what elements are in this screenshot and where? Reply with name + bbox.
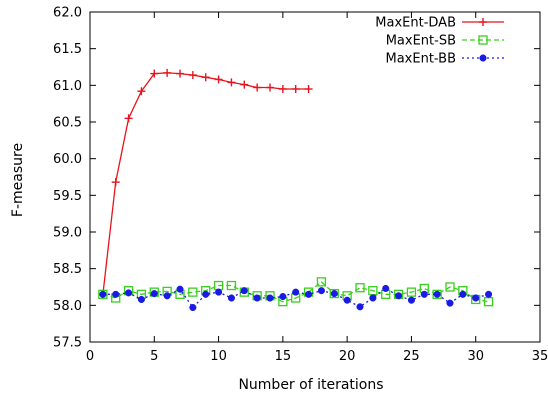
data-point-maxent-bb xyxy=(382,284,390,293)
data-point-maxent-sb xyxy=(188,287,198,297)
series-line-maxent-sb xyxy=(102,281,489,303)
y-axis-label: F-measure xyxy=(10,143,26,217)
data-point-maxent-bb xyxy=(485,290,493,298)
axis-ticks xyxy=(89,11,541,343)
data-point-maxent-bb xyxy=(356,303,364,311)
data-point-maxent-bb xyxy=(292,288,300,296)
data-point-maxent-dab xyxy=(124,114,133,123)
x-tick-label: 15 xyxy=(275,349,292,364)
data-point-maxent-dab xyxy=(188,71,197,80)
data-point-maxent-bb xyxy=(150,290,158,298)
data-point-maxent-bb xyxy=(112,290,120,298)
data-point-maxent-bb xyxy=(266,294,274,302)
legend-label: MaxEnt-BB xyxy=(386,52,457,67)
data-point-maxent-bb xyxy=(446,299,454,307)
legend-item-maxent-bb: MaxEnt-BB xyxy=(386,52,504,67)
y-tick-label: 61.5 xyxy=(53,42,82,57)
y-tick-label: 60.5 xyxy=(53,116,82,131)
data-point-maxent-sb xyxy=(98,289,108,299)
data-point-maxent-dab xyxy=(227,78,236,87)
data-point-maxent-dab xyxy=(214,75,223,84)
plot-border xyxy=(89,11,541,343)
x-axis-label: Number of iterations xyxy=(238,377,383,393)
plot-frame xyxy=(89,11,541,343)
data-point-maxent-sb xyxy=(226,280,237,291)
data-point-maxent-bb xyxy=(99,290,107,298)
y-tick-label: 57.5 xyxy=(53,336,82,351)
x-tick-labels: 0 5 10 15 20 25 30 35 xyxy=(86,349,548,364)
legend-label: MaxEnt-SB xyxy=(386,34,456,49)
legend-label: MaxEnt-DAB xyxy=(375,16,456,31)
data-point-maxent-bb xyxy=(459,290,467,298)
legend-swatch-marker xyxy=(479,54,487,62)
data-point-maxent-bb xyxy=(189,303,197,312)
data-point-maxent-dab xyxy=(304,85,313,93)
data-point-maxent-dab xyxy=(163,68,172,77)
data-point-maxent-dab xyxy=(201,73,210,82)
data-point-maxent-dab xyxy=(176,69,184,78)
legend-item-maxent-dab: MaxEnt-DAB xyxy=(375,16,504,31)
series-maxent-dab xyxy=(98,68,313,299)
y-tick-label: 59.0 xyxy=(53,226,82,241)
x-tick-label: 20 xyxy=(339,349,356,364)
y-tick-label: 62.0 xyxy=(53,6,82,21)
data-point-maxent-bb xyxy=(125,289,133,297)
data-point-maxent-bb xyxy=(395,292,403,300)
data-point-maxent-bb xyxy=(343,296,351,304)
data-point-maxent-sb xyxy=(445,282,455,292)
data-point-maxent-sb xyxy=(406,287,417,297)
y-tick-label: 61.0 xyxy=(53,79,82,94)
data-point-maxent-bb xyxy=(137,295,145,304)
data-point-maxent-bb xyxy=(330,290,338,298)
data-point-maxent-dab xyxy=(137,87,146,96)
data-point-maxent-dab xyxy=(253,83,262,92)
data-point-maxent-sb xyxy=(316,277,327,287)
series-line-maxent-dab xyxy=(102,72,309,295)
series-maxent-bb xyxy=(99,284,493,312)
x-tick-label: 30 xyxy=(467,349,484,364)
x-tick-label: 0 xyxy=(86,349,94,364)
y-tick-label: 58.5 xyxy=(53,262,82,277)
data-point-maxent-bb xyxy=(420,290,428,298)
data-point-maxent-bb xyxy=(163,292,171,300)
y-tick-labels: 57.5 58.0 58.5 59.0 59.5 60.0 60.5 61.0 61.5 62.0 xyxy=(53,6,82,351)
y-tick-label: 60.0 xyxy=(53,152,82,167)
data-point-maxent-bb xyxy=(369,294,377,302)
data-point-maxent-dab xyxy=(240,80,249,89)
data-point-maxent-bb xyxy=(472,294,480,302)
y-tick-label: 58.0 xyxy=(53,299,82,314)
data-point-maxent-sb xyxy=(355,283,365,293)
x-tick-label: 10 xyxy=(210,349,227,364)
legend-item-maxent-sb: MaxEnt-SB xyxy=(386,34,504,49)
data-point-maxent-bb xyxy=(240,287,248,295)
data-point-maxent-bb xyxy=(202,290,210,298)
data-point-maxent-bb xyxy=(253,294,261,302)
data-point-maxent-dab xyxy=(278,85,287,93)
data-point-maxent-dab xyxy=(150,69,159,78)
data-point-maxent-bb xyxy=(279,292,287,301)
legend: MaxEnt-DAB MaxEnt-SB MaxEnt-BB xyxy=(375,16,504,67)
legend-swatch-marker xyxy=(479,18,487,26)
x-tick-label: 35 xyxy=(532,349,548,364)
y-tick-label: 59.5 xyxy=(53,189,82,204)
x-tick-label: 25 xyxy=(403,349,420,364)
legend-swatch-marker xyxy=(478,35,488,45)
x-tick-label: 5 xyxy=(150,349,158,364)
data-point-maxent-bb xyxy=(317,287,325,295)
data-point-maxent-bb xyxy=(407,296,415,304)
data-point-maxent-sb xyxy=(329,288,339,299)
data-point-maxent-bb xyxy=(215,288,223,296)
data-point-maxent-bb xyxy=(305,290,313,298)
data-point-maxent-bb xyxy=(433,290,441,298)
data-point-maxent-dab xyxy=(266,83,274,92)
data-point-maxent-dab xyxy=(291,85,300,93)
data-point-maxent-bb xyxy=(227,294,235,302)
data-point-maxent-dab xyxy=(111,178,120,187)
data-point-maxent-bb xyxy=(176,285,184,293)
series-layer xyxy=(98,68,494,312)
